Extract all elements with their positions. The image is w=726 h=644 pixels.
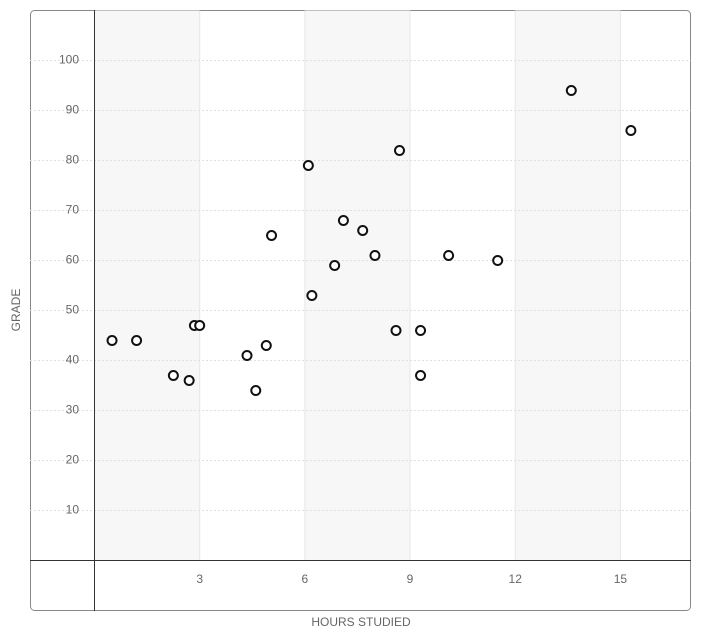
- point: [337, 215, 349, 226]
- x-tick-label: 12: [509, 572, 523, 586]
- point: [329, 260, 341, 271]
- band: [94, 10, 200, 561]
- point: [565, 85, 577, 96]
- point: [357, 225, 369, 236]
- point: [415, 370, 427, 381]
- point: [390, 325, 402, 336]
- point: [131, 335, 143, 346]
- grid: 3 6 9 12 15 10 20 30 40 50 60 70 80 90 100: [30, 10, 691, 586]
- y-axis-label: GRADE: [9, 289, 23, 332]
- y-tick-label: 30: [66, 403, 80, 417]
- point: [625, 125, 637, 136]
- y-tick-label: 20: [66, 453, 80, 467]
- point: [194, 320, 206, 331]
- band: [304, 10, 411, 561]
- x-tick-label: 15: [614, 572, 628, 586]
- point: [250, 385, 262, 396]
- point: [492, 255, 504, 266]
- point: [167, 370, 179, 381]
- point: [302, 160, 314, 171]
- point: [394, 145, 406, 156]
- points: [106, 85, 637, 396]
- x-tick-label: 3: [196, 572, 203, 586]
- point: [306, 290, 318, 301]
- point: [260, 340, 272, 351]
- band: [515, 10, 621, 561]
- x-tick-label: 6: [302, 572, 309, 586]
- x-axis-label: HOURS STUDIED: [311, 615, 411, 629]
- bands: [94, 10, 621, 561]
- point: [443, 250, 455, 261]
- y-tick-label: 70: [66, 203, 80, 217]
- y-tick-label: 90: [66, 103, 80, 117]
- y-tick-label: 50: [66, 303, 80, 317]
- point: [415, 325, 427, 336]
- point: [369, 250, 381, 261]
- point: [106, 335, 118, 346]
- x-tick-label: 9: [407, 572, 414, 586]
- y-tick-label: 100: [59, 53, 79, 67]
- y-tick-label: 40: [66, 353, 80, 367]
- point: [241, 350, 253, 361]
- point: [266, 230, 278, 241]
- y-tick-label: 10: [66, 503, 80, 517]
- y-tick-label: 60: [66, 253, 80, 267]
- y-tick-label: 80: [66, 153, 80, 167]
- point: [183, 375, 195, 386]
